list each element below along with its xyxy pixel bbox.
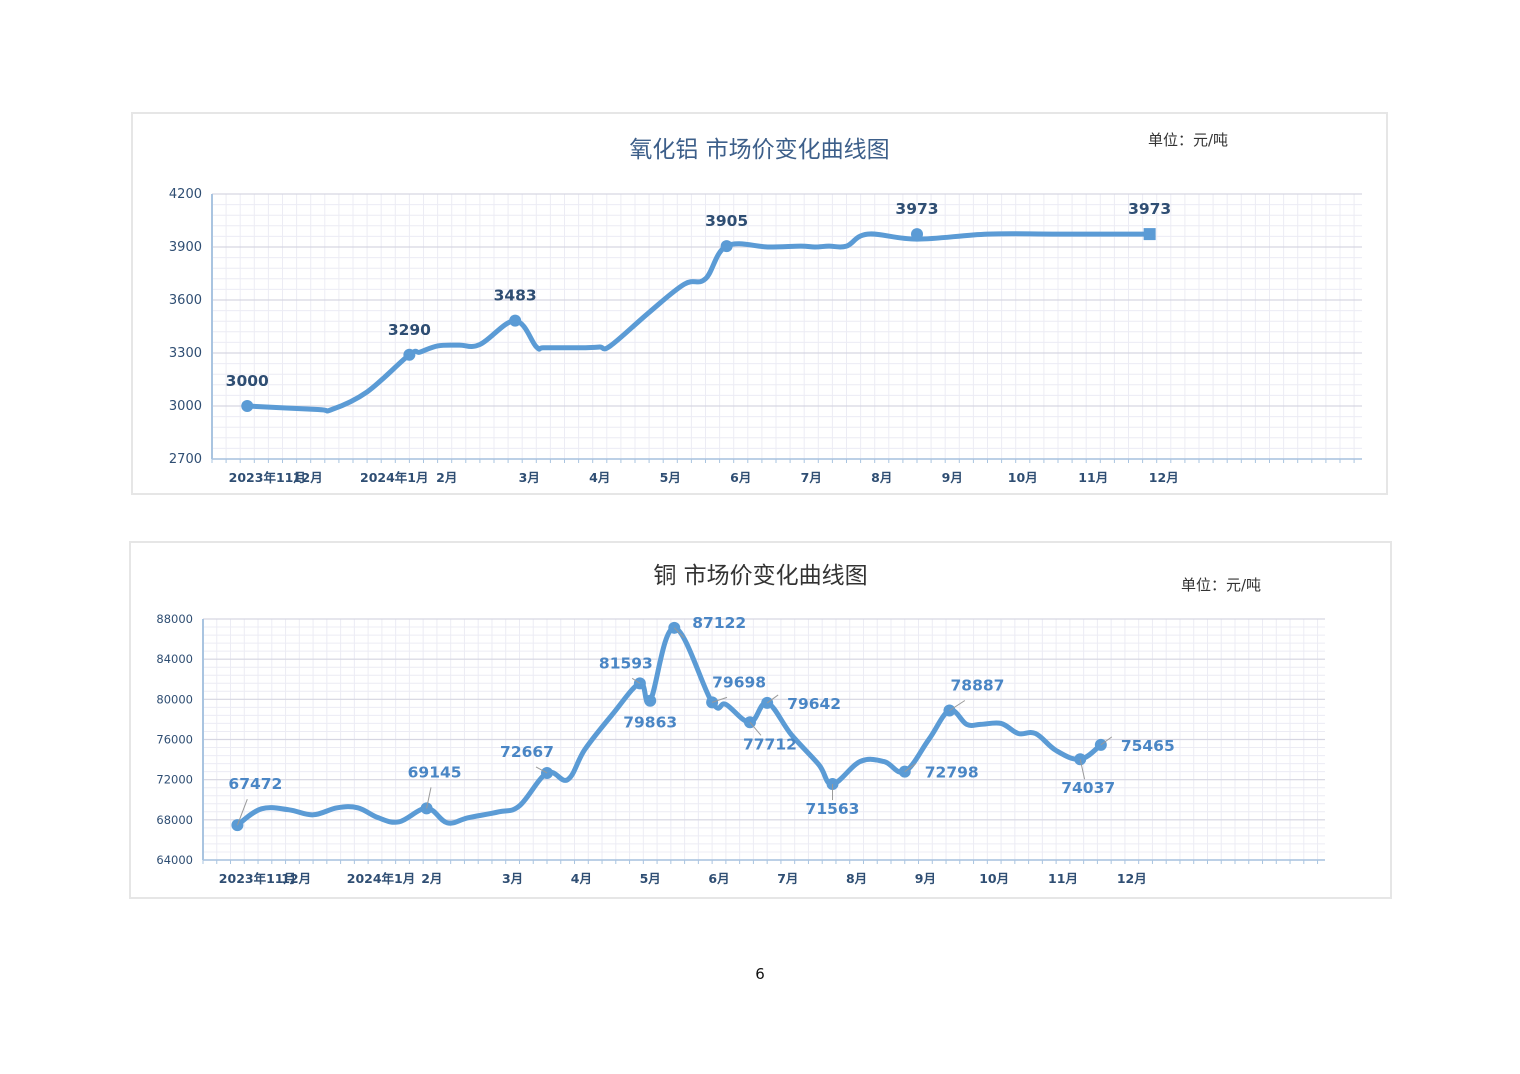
alumina-series-line — [244, 231, 1153, 414]
copper-x-tick-label: 7月 — [777, 871, 798, 886]
alumina-data-label: 3973 — [1128, 200, 1171, 218]
alumina-x-tick-label: 2023年11月 — [229, 470, 306, 485]
copper-label-leader — [535, 766, 548, 774]
copper-data-label: 72798 — [925, 764, 979, 782]
copper-data-label: 77712 — [743, 735, 797, 753]
alumina-x-tick-label: 12月 — [1149, 470, 1179, 485]
copper-data-label: 79642 — [787, 695, 841, 713]
alumina-x-tick-label: 9月 — [942, 470, 963, 485]
copper-label-leader — [949, 700, 966, 711]
copper-data-label: 79698 — [712, 673, 766, 691]
copper-data-label: 79863 — [623, 714, 677, 732]
alumina-chart-panel: 2700 3000 3300 3600 3900 4200 2023年11月 12月 2024年… — [131, 112, 1388, 495]
copper-point-marker — [898, 765, 911, 778]
copper-x-tick-label: 9月 — [915, 871, 936, 886]
copper-label-leader — [236, 798, 248, 826]
alumina-y-tick-label: 2700 — [169, 452, 202, 467]
alumina-x-tick-label: 3月 — [519, 470, 540, 485]
alumina-x-tick-label: 8月 — [871, 470, 892, 485]
alumina-end-marker — [1143, 228, 1156, 241]
copper-y-tick-label: 68000 — [156, 813, 193, 827]
alumina-point-marker — [241, 400, 254, 412]
copper-data-label: 71563 — [806, 800, 860, 818]
copper-y-tick-label: 76000 — [156, 733, 193, 747]
alumina-grid — [211, 193, 1362, 460]
copper-x-tick-label: 10月 — [979, 871, 1009, 886]
alumina-data-label: 3000 — [226, 372, 269, 390]
copper-point-marker — [644, 694, 657, 707]
alumina-data-label: 3905 — [705, 212, 748, 230]
alumina-x-tick-label: 5月 — [660, 470, 681, 485]
copper-x-tick-label: 12月 — [281, 871, 311, 886]
alumina-x-tick-label: 4月 — [589, 470, 610, 485]
copper-series-line — [234, 625, 1104, 828]
alumina-x-tick-label: 7月 — [801, 470, 822, 485]
copper-x-tick-label: 11月 — [1048, 871, 1078, 886]
copper-y-tick-label: 84000 — [156, 652, 193, 666]
copper-x-tick-label: 2023年11月 — [219, 871, 296, 886]
alumina-data-label: 3483 — [494, 287, 537, 305]
copper-x-tick-label: 5月 — [640, 871, 661, 886]
copper-label-leader — [426, 787, 432, 809]
copper-x-tick-label: 2月 — [421, 871, 442, 886]
alumina-x-tick-label: 11月 — [1078, 470, 1108, 485]
alumina-y-tick-label: 3900 — [169, 240, 202, 255]
copper-y-tick-label: 64000 — [156, 853, 193, 867]
alumina-point-marker — [911, 228, 923, 241]
copper-x-tick-label: 3月 — [502, 871, 523, 886]
copper-data-label: 74037 — [1061, 779, 1115, 797]
alumina-x-tick-label: 2024年1月 — [360, 470, 429, 485]
alumina-y-tick-label: 4200 — [169, 187, 202, 202]
copper-point-marker — [1074, 753, 1087, 766]
copper-data-label: 67472 — [228, 775, 282, 793]
alumina-y-tick-label: 3600 — [169, 293, 202, 308]
copper-unit-label: 单位：元/吨 — [1181, 576, 1262, 594]
alumina-unit-label: 单位：元/吨 — [1148, 131, 1229, 149]
copper-label-leader — [631, 677, 641, 684]
copper-x-tick-label: 4月 — [571, 871, 592, 886]
copper-x-tick-label: 8月 — [846, 871, 867, 886]
copper-x-tick-label: 12月 — [1117, 871, 1147, 886]
alumina-point-marker — [509, 314, 522, 327]
copper-data-label: 75465 — [1121, 737, 1175, 755]
copper-label-leader — [904, 763, 917, 773]
copper-label-leader — [673, 627, 685, 639]
copper-y-tick-label: 72000 — [156, 773, 193, 787]
copper-data-label: 69145 — [408, 763, 462, 781]
alumina-x-tick-label: 12月 — [293, 470, 323, 485]
copper-label-leader — [766, 694, 779, 704]
alumina-y-tick-label: 3000 — [169, 399, 202, 414]
alumina-point-marker — [720, 240, 733, 253]
copper-x-tick-label: 6月 — [708, 871, 729, 886]
copper-data-label: 81593 — [599, 654, 653, 672]
copper-y-tick-label: 88000 — [156, 612, 193, 626]
copper-label-leader — [711, 696, 728, 703]
copper-label-leader — [749, 721, 762, 736]
copper-chart-title: 铜 市场价变化曲线图 — [653, 563, 868, 589]
copper-point-marker — [633, 677, 646, 690]
alumina-data-label: 3973 — [895, 200, 938, 218]
copper-y-tick-label: 80000 — [156, 692, 193, 706]
alumina-point-marker — [403, 348, 416, 361]
alumina-x-tick-label: 2月 — [436, 470, 457, 485]
copper-data-label: 78887 — [951, 677, 1005, 695]
copper-chart-panel: 64000 68000 72000 76000 80000 84000 88000 2023年… — [129, 541, 1392, 899]
alumina-data-label: 3290 — [388, 321, 431, 339]
copper-label-leader — [1100, 736, 1113, 746]
page-number: 6 — [755, 965, 765, 983]
alumina-y-tick-label: 3300 — [169, 346, 202, 361]
copper-label-leader — [1079, 759, 1086, 780]
alumina-x-tick-label: 10月 — [1008, 470, 1038, 485]
copper-data-label: 72667 — [500, 743, 554, 761]
copper-x-tick-label: 2024年1月 — [347, 871, 416, 886]
alumina-x-tick-label: 6月 — [730, 470, 751, 485]
copper-data-label: 87122 — [692, 614, 746, 632]
copper-point-marker — [231, 819, 244, 832]
alumina-chart-title: 氧化铝 市场价变化曲线图 — [629, 137, 890, 163]
copper-chart: 64000 68000 72000 76000 80000 84000 88000 2023年… — [156, 612, 1325, 886]
